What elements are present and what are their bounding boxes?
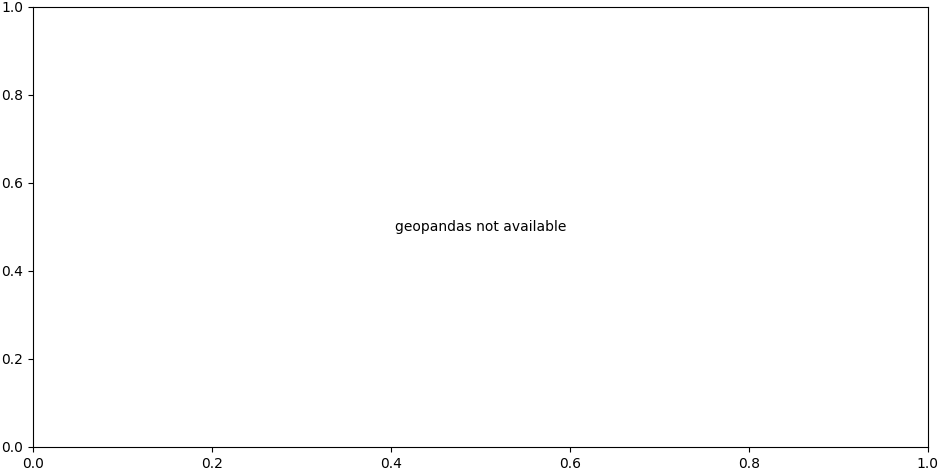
Text: geopandas not available: geopandas not available	[395, 220, 566, 234]
